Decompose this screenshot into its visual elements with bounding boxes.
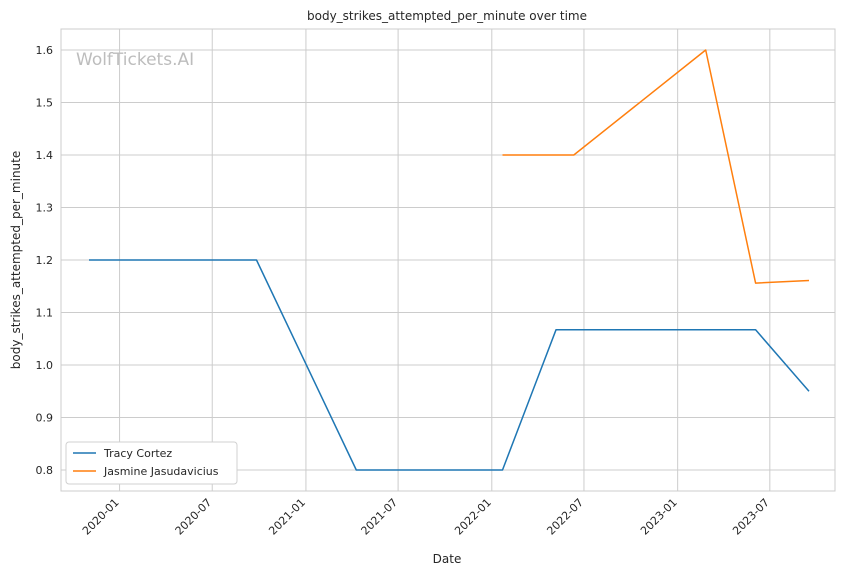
legend-label-jasmine-jasudavicius: Jasmine Jasudavicius xyxy=(103,465,219,478)
y-tick-label: 1.3 xyxy=(36,202,54,215)
grid xyxy=(61,29,835,491)
y-tick-label: 1.0 xyxy=(36,359,54,372)
y-tick-label: 1.4 xyxy=(36,149,54,162)
x-axis-label: Date xyxy=(433,552,462,566)
watermark: WolfTickets.AI xyxy=(76,50,194,70)
series-line-jasmine-jasudavicius xyxy=(502,49,810,284)
series-line-tracy-cortez xyxy=(89,259,810,471)
chart-title: body_strikes_attempted_per_minute over t… xyxy=(307,9,587,23)
legend-label-tracy-cortez: Tracy Cortez xyxy=(103,447,172,460)
y-tick-label: 1.2 xyxy=(36,254,54,267)
y-tick-label: 0.8 xyxy=(36,464,54,477)
y-axis-ticks: 0.8 0.9 1.0 1.1 1.2 1.3 1.4 1.5 1.6 xyxy=(36,44,54,477)
series-layer xyxy=(89,49,810,471)
y-tick-label: 1.5 xyxy=(36,97,54,110)
y-tick-label: 1.1 xyxy=(36,307,54,320)
legend: Tracy Cortez Jasmine Jasudavicius xyxy=(65,441,238,485)
y-tick-label: 1.6 xyxy=(36,44,54,57)
y-axis-label: body_strikes_attempted_per_minute xyxy=(9,151,23,369)
y-tick-label: 0.9 xyxy=(36,412,54,425)
legend-box xyxy=(65,441,238,485)
